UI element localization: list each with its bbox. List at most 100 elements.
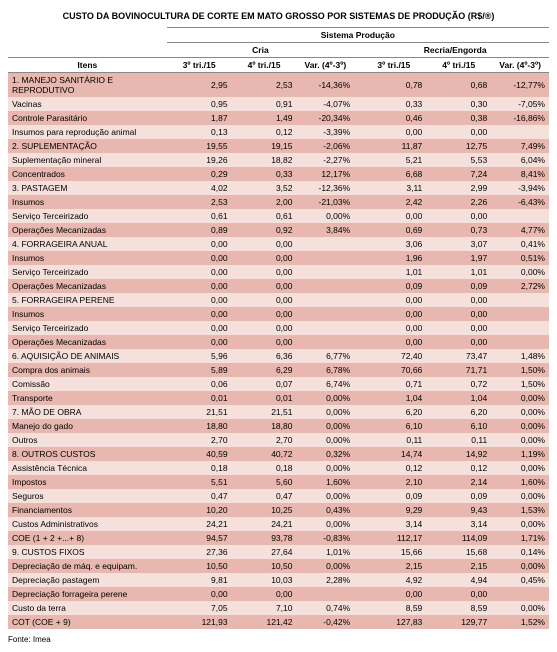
table-row: 8. OUTROS CUSTOS40,5940,720,32%14,7414,9… (8, 447, 549, 461)
gap (354, 433, 361, 447)
row-label: Concentrados (8, 167, 167, 181)
cell-a: 7,05 (167, 601, 232, 615)
row-label: Impostos (8, 475, 167, 489)
gap (354, 349, 361, 363)
cell-b: 7,10 (232, 601, 297, 615)
cell-var2: 7,49% (491, 139, 549, 153)
cell-c: 72,40 (361, 349, 426, 363)
table-row: 5. FORRAGEIRA PERENE0,000,000,000,00 (8, 293, 549, 307)
row-label: Serviço Terceirizado (8, 321, 167, 335)
cell-d: 0,09 (426, 489, 491, 503)
cell-a: 0,13 (167, 125, 232, 139)
cell-a: 0,00 (167, 335, 232, 349)
table-row: 3. PASTAGEM4,023,52-12,36%3,112,99-3,94% (8, 181, 549, 195)
cell-d: 7,24 (426, 167, 491, 181)
cell-a: 40,59 (167, 447, 232, 461)
row-label: Operações Mecanizadas (8, 223, 167, 237)
gap (354, 545, 361, 559)
cell-c: 3,14 (361, 517, 426, 531)
cell-a: 0,00 (167, 307, 232, 321)
row-label: Serviço Terceirizado (8, 265, 167, 279)
row-label: Seguros (8, 489, 167, 503)
table-body: 1. MANEJO SANITÁRIO E REPRODUTIVO2,952,5… (8, 73, 549, 630)
cell-var1: -3,39% (296, 125, 354, 139)
cell-var1 (296, 279, 354, 293)
cell-a: 0,01 (167, 391, 232, 405)
cell-a: 94,57 (167, 531, 232, 545)
cell-d: 0,00 (426, 125, 491, 139)
gap (354, 391, 361, 405)
cell-d: 14,92 (426, 447, 491, 461)
cell-var2: 2,72% (491, 279, 549, 293)
cell-b: 0,00 (232, 279, 297, 293)
cell-a: 27,36 (167, 545, 232, 559)
cell-b: 10,25 (232, 503, 297, 517)
cell-c: 3,11 (361, 181, 426, 195)
cell-b: 0,00 (232, 335, 297, 349)
cell-b: 0,47 (232, 489, 297, 503)
cell-c: 5,21 (361, 153, 426, 167)
row-label: Serviço Terceirizado (8, 209, 167, 223)
table-row: Financiamentos10,2010,250,43%9,299,431,5… (8, 503, 549, 517)
col-var-left: Var. (4º-3º) (296, 58, 354, 73)
cell-c: 0,00 (361, 125, 426, 139)
col-t1-right: 3º tri./15 (361, 58, 426, 73)
table-row: Impostos5,515,601,60%2,102,141,60% (8, 475, 549, 489)
col-t2-right: 4º tri./15 (426, 58, 491, 73)
cell-var1: 0,32% (296, 447, 354, 461)
row-label: COT (COE + 9) (8, 615, 167, 629)
cell-d: 1,04 (426, 391, 491, 405)
cell-a: 2,53 (167, 195, 232, 209)
cell-var2 (491, 587, 549, 601)
cell-var1: 3,84% (296, 223, 354, 237)
cell-a: 0,89 (167, 223, 232, 237)
cell-c: 0,11 (361, 433, 426, 447)
cell-var2: -3,94% (491, 181, 549, 195)
gap (354, 615, 361, 629)
cell-b: 10,50 (232, 559, 297, 573)
table-row: Insumos0,000,001,961,970,51% (8, 251, 549, 265)
cell-d: 3,07 (426, 237, 491, 251)
gap (354, 237, 361, 251)
cell-c: 112,17 (361, 531, 426, 545)
gap (354, 559, 361, 573)
table-row: Comissão0,060,076,74%0,710,721,50% (8, 377, 549, 391)
cell-c: 0,00 (361, 293, 426, 307)
cell-var1: 0,00% (296, 391, 354, 405)
group-header-recria: Recria/Engorda (361, 43, 549, 58)
cell-var2: 0,00% (491, 601, 549, 615)
row-label: 2. SUPLEMENTAÇÃO (8, 139, 167, 153)
cell-var1: -2,27% (296, 153, 354, 167)
cell-var1 (296, 251, 354, 265)
cell-c: 6,10 (361, 419, 426, 433)
cell-c: 0,46 (361, 111, 426, 125)
cell-b: 0,07 (232, 377, 297, 391)
cell-var1: -12,36% (296, 181, 354, 195)
row-label: 3. PASTAGEM (8, 181, 167, 195)
cell-var1: 0,00% (296, 461, 354, 475)
cell-b: 121,42 (232, 615, 297, 629)
cell-var2 (491, 307, 549, 321)
gap (354, 503, 361, 517)
cell-d: 2,15 (426, 559, 491, 573)
cell-var2: 1,60% (491, 475, 549, 489)
table-row: Vacinas0,950,91-4,07%0,330,30-7,05% (8, 97, 549, 111)
cell-b: 0,61 (232, 209, 297, 223)
cell-c: 2,42 (361, 195, 426, 209)
cell-a: 9,81 (167, 573, 232, 587)
cell-d: 12,75 (426, 139, 491, 153)
cell-d: 2,99 (426, 181, 491, 195)
table-row: Depreciação forrageira perene0,000,000,0… (8, 587, 549, 601)
table-row: Insumos para reprodução animal0,130,12-3… (8, 125, 549, 139)
cell-c: 0,00 (361, 335, 426, 349)
table-row: Concentrados0,290,3312,17%6,687,248,41% (8, 167, 549, 181)
cell-d: 0,30 (426, 97, 491, 111)
cell-var1: 0,00% (296, 405, 354, 419)
cell-c: 2,15 (361, 559, 426, 573)
cell-var1 (296, 307, 354, 321)
row-label: Insumos (8, 195, 167, 209)
gap (354, 181, 361, 195)
cell-a: 5,51 (167, 475, 232, 489)
cell-b: 40,72 (232, 447, 297, 461)
gap (354, 489, 361, 503)
